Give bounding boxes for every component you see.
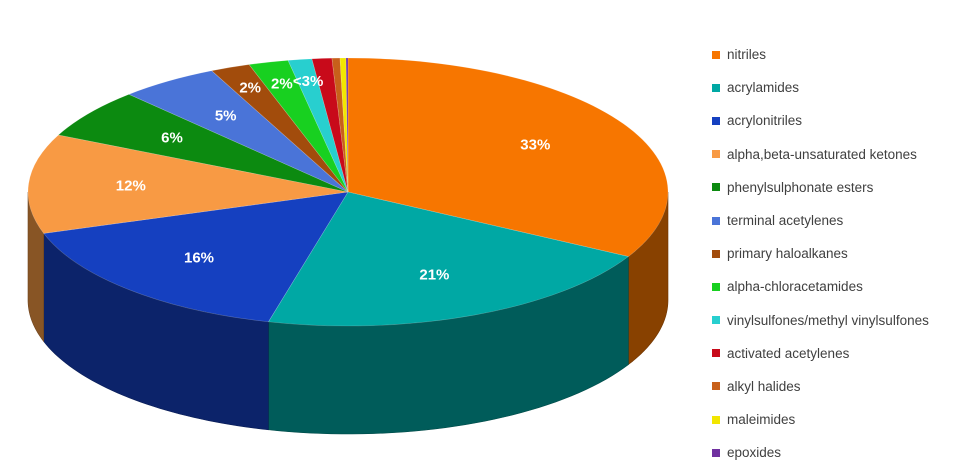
legend-label: phenylsulphonate esters	[727, 179, 874, 195]
legend-swatch	[712, 150, 720, 159]
pie-chart-svg: 33%21%16%12%6%5%2% 2% <3%	[27, 57, 669, 435]
data-label-nitriles: 33%	[520, 137, 550, 154]
legend-label: maleimides	[727, 412, 796, 428]
data-label-terminal-acetylenes: 5%	[215, 108, 237, 125]
data-label-acrylamides: 21%	[419, 267, 449, 284]
legend-label: primary haloalkanes	[727, 246, 848, 262]
legend-swatch	[712, 349, 720, 358]
legend-item-epoxides: epoxides	[712, 436, 929, 469]
legend-swatch	[712, 216, 720, 225]
pie-slice-acrylonitriles	[43, 191, 349, 323]
legend-item-nitriles: nitriles	[712, 38, 929, 71]
legend-label: alpha-chloracetamides	[727, 279, 863, 295]
legend-item-phenylsulphonate-esters: phenylsulphonate esters	[712, 171, 929, 204]
pie-slice-epoxides	[345, 57, 349, 193]
pie-slice-phenylsulphonate-esters	[57, 93, 349, 193]
legend-label: vinylsulfones/methyl vinylsulfones	[727, 312, 929, 328]
legend-swatch	[712, 83, 720, 92]
data-label-alpha-chloracetamides: 2%	[271, 75, 293, 92]
legend-swatch	[712, 382, 720, 391]
data-label-acrylonitriles: 16%	[184, 249, 214, 266]
legend-label: acrylamides	[727, 80, 800, 96]
legend-swatch	[712, 415, 720, 424]
legend-swatch	[712, 183, 720, 192]
data-label-primary-haloalkanes: 2%	[239, 80, 261, 97]
legend-swatch	[712, 249, 720, 258]
pie-slice-alpha-beta-unsaturated-ketones	[27, 134, 349, 234]
pie-slice-nitriles	[347, 57, 669, 257]
legend-item-alpha-chloracetamides: alpha-chloracetamides	[712, 270, 929, 303]
legend-item-acrylamides: acrylamides	[712, 71, 929, 104]
pie-data-labels: 33%21%16%12%6%5%2% 2% <3%	[116, 73, 551, 284]
data-label-vinylsulfones-methyl-vinylsulfones: <3%	[293, 73, 323, 90]
data-label-phenylsulphonate-esters: 6%	[161, 129, 183, 146]
legend-item-activated-acetylenes: activated acetylenes	[712, 337, 929, 370]
legend-label: acrylonitriles	[727, 113, 803, 129]
legend-item-maleimides: maleimides	[712, 403, 929, 436]
legend-label: alpha,beta-unsaturated ketones	[727, 146, 917, 162]
legend-swatch	[712, 316, 720, 325]
legend-swatch	[712, 448, 720, 457]
pie-chart: 33% 21% 16% 12% 6% 5% 2% 2% <3%	[27, 57, 669, 435]
legend-item-terminal-acetylenes: terminal acetylenes	[712, 204, 929, 237]
pie-slice-primary-haloalkanes	[211, 64, 349, 193]
legend-item-alpha-beta-unsaturated-ketones: alpha,beta-unsaturated ketones	[712, 138, 929, 171]
legend-label: nitriles	[727, 47, 767, 63]
legend-label: epoxides	[727, 445, 782, 461]
pie-slice-terminal-acetylenes	[128, 70, 349, 193]
legend-item-acrylonitriles: acrylonitriles	[712, 104, 929, 137]
pie-slice-maleimides	[339, 57, 349, 193]
legend-label: alkyl halides	[727, 378, 801, 394]
legend-item-alkyl-halides: alkyl halides	[712, 370, 929, 403]
pie-slice-alkyl-halides	[331, 57, 349, 193]
pie-slice-activated-acetylenes	[311, 57, 349, 193]
legend-swatch	[712, 116, 720, 125]
pie-side-walls	[27, 191, 669, 435]
legend: nitriles acrylamides acrylonitriles alpha,b…	[712, 38, 929, 469]
pie-slice-alpha-chloracetamides	[248, 60, 349, 193]
pie-slice-vinylsulfones-methyl-vinylsulfones	[287, 58, 349, 193]
pie-top-faces	[27, 57, 669, 327]
legend-item-vinylsulfones-methyl-vinylsulfones: vinylsulfones/methyl vinylsulfones	[712, 304, 929, 337]
data-label-alpha-beta-unsaturated-ketones: 12%	[116, 177, 146, 194]
legend-swatch	[712, 50, 720, 59]
pie-slice-acrylamides	[267, 191, 630, 327]
legend-label: activated acetylenes	[727, 345, 850, 361]
legend-label: terminal acetylenes	[727, 213, 844, 229]
legend-swatch	[712, 282, 720, 291]
legend-item-primary-haloalkanes: primary haloalkanes	[712, 237, 929, 270]
